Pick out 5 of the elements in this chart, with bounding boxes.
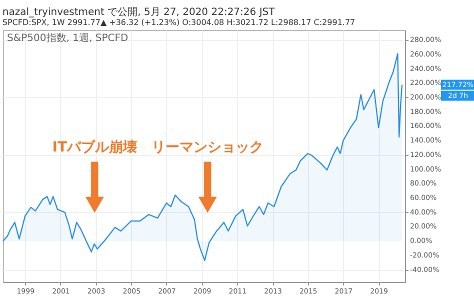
annotation: ITバブル崩壊 xyxy=(52,138,138,156)
annotation: S&P500指数, 1週, SPCFD xyxy=(7,32,128,44)
chart-title: nazal_tryinvestment で公開, 5月 27, 2020 22:27:26 JST xyxy=(2,6,276,18)
annotation: リーマンショック xyxy=(152,139,264,156)
chart-subtitle: SPCFD:SPX, 1W 2991.77▲ +36.32 (+1.23%) O:3004.08 H:3021.72 L:2988.17 C:2991.77 xyxy=(2,18,356,27)
